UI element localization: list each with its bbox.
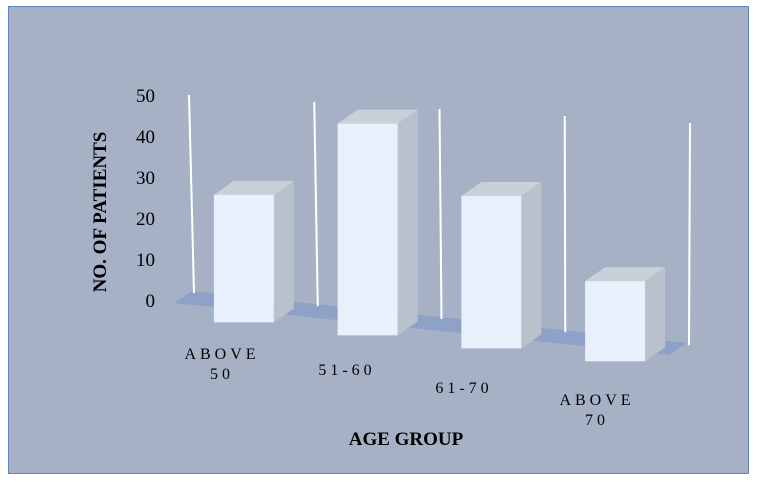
chart-container: 0 10 20 30 40 50 ABOVE 50 51-60 61-70 ABOVE 70 NO.…: [8, 6, 749, 474]
vertical-gridline: [188, 94, 195, 294]
bar-side: [397, 109, 418, 336]
gridlines: [188, 94, 691, 346]
vertical-gridline: [438, 108, 443, 320]
bar-top: [337, 109, 418, 124]
bar-front: [337, 123, 398, 336]
vertical-gridline: [688, 122, 691, 346]
x-category-label: ABOVE 50: [184, 346, 259, 383]
vertical-gridline: [313, 101, 319, 307]
bar-front: [585, 281, 646, 362]
bar-front: [461, 196, 522, 349]
floor-plane: [174, 291, 687, 355]
y-tick-label: 0: [146, 291, 156, 312]
y-tick-label: 10: [136, 250, 155, 271]
x-category-label-line: 50: [210, 366, 234, 383]
x-category-label: 61-70: [435, 380, 492, 397]
x-category-label-line: ABOVE: [184, 346, 259, 363]
y-tick-label: 50: [136, 86, 155, 107]
y-axis-ticks: 0 10 20 30 40 50: [136, 86, 155, 312]
bars: [213, 109, 666, 362]
bar: [585, 267, 666, 362]
x-category-label-line: 51-60: [318, 362, 375, 379]
x-axis-title: AGE GROUP: [349, 429, 464, 450]
y-tick-label: 20: [136, 209, 155, 230]
bar-top: [461, 182, 542, 197]
bar-front: [213, 194, 274, 323]
x-category-label-line: 70: [585, 412, 609, 429]
y-axis-title: NO. OF PATIENTS: [90, 132, 111, 293]
bar-top: [213, 180, 294, 195]
vertical-gridline: [563, 115, 567, 333]
x-category-label-line: 61-70: [435, 380, 492, 397]
x-category-label: ABOVE 70: [559, 392, 634, 429]
chart-floor: [174, 291, 687, 355]
bar-side: [645, 267, 666, 362]
x-axis-categories: ABOVE 50 51-60 61-70 ABOVE 70: [184, 346, 634, 429]
bar-side: [521, 182, 542, 349]
y-tick-label: 40: [136, 127, 155, 148]
bar-chart: 0 10 20 30 40 50 ABOVE 50 51-60 61-70 ABOVE 70 NO.…: [90, 86, 691, 450]
x-category-label: 51-60: [318, 362, 375, 379]
bar: [213, 180, 294, 323]
x-category-label-line: ABOVE: [559, 392, 634, 409]
bar: [337, 109, 418, 336]
bar-side: [273, 180, 294, 323]
bar-top: [585, 267, 666, 282]
bar: [461, 182, 542, 349]
y-tick-label: 30: [136, 168, 155, 189]
